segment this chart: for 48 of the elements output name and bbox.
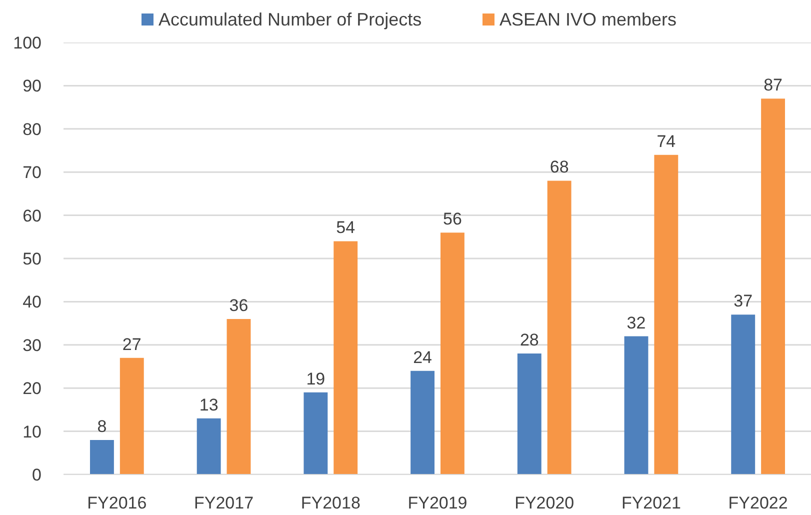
bar (304, 392, 328, 474)
x-tick-label: FY2022 (728, 494, 788, 512)
y-tick-label: 90 (22, 76, 42, 96)
bar (90, 440, 114, 474)
data-label: 13 (199, 395, 218, 414)
y-tick-label: 0 (32, 466, 42, 484)
x-tick-label: FY2020 (514, 494, 574, 512)
bar (120, 358, 144, 474)
data-label: 74 (656, 132, 676, 151)
data-label: 19 (306, 369, 326, 388)
y-tick-label: 70 (22, 163, 42, 182)
bar (196, 418, 221, 474)
bar (654, 154, 678, 474)
data-label: 27 (122, 334, 142, 354)
y-tick-label: 60 (22, 206, 42, 226)
data-label: 32 (626, 313, 646, 332)
legend-label: ASEAN IVO members (500, 10, 677, 30)
y-tick-label: 30 (22, 336, 42, 355)
data-label: 36 (229, 296, 248, 315)
data-label: 28 (520, 330, 539, 350)
data-label: 68 (550, 158, 569, 177)
data-label: 56 (443, 210, 462, 229)
y-tick-label: 100 (13, 34, 42, 52)
data-label: 37 (734, 292, 753, 311)
bar (410, 370, 435, 474)
legend-label: Accumulated Number of Projects (158, 10, 422, 30)
y-tick-label: 10 (22, 422, 42, 442)
y-tick-label: 40 (22, 292, 42, 312)
x-tick-label: FY2019 (408, 494, 468, 512)
x-tick-label: FY2018 (300, 494, 360, 512)
x-tick-label: FY2021 (621, 494, 681, 512)
y-tick-label: 20 (22, 379, 42, 398)
bar (761, 98, 785, 474)
x-tick-label: FY2017 (194, 494, 254, 512)
bar (547, 180, 572, 474)
data-label: 24 (413, 348, 432, 367)
y-tick-label: 50 (22, 250, 42, 268)
data-label: 54 (336, 218, 356, 238)
bar (440, 232, 464, 474)
x-tick-label: FY2016 (87, 494, 147, 512)
y-tick-label: 80 (22, 120, 42, 139)
bar (334, 241, 358, 474)
bar (226, 318, 251, 474)
bar (731, 314, 756, 474)
data-label: 8 (97, 416, 107, 436)
bar (517, 354, 542, 474)
data-label: 87 (764, 76, 782, 95)
bar (624, 336, 648, 474)
